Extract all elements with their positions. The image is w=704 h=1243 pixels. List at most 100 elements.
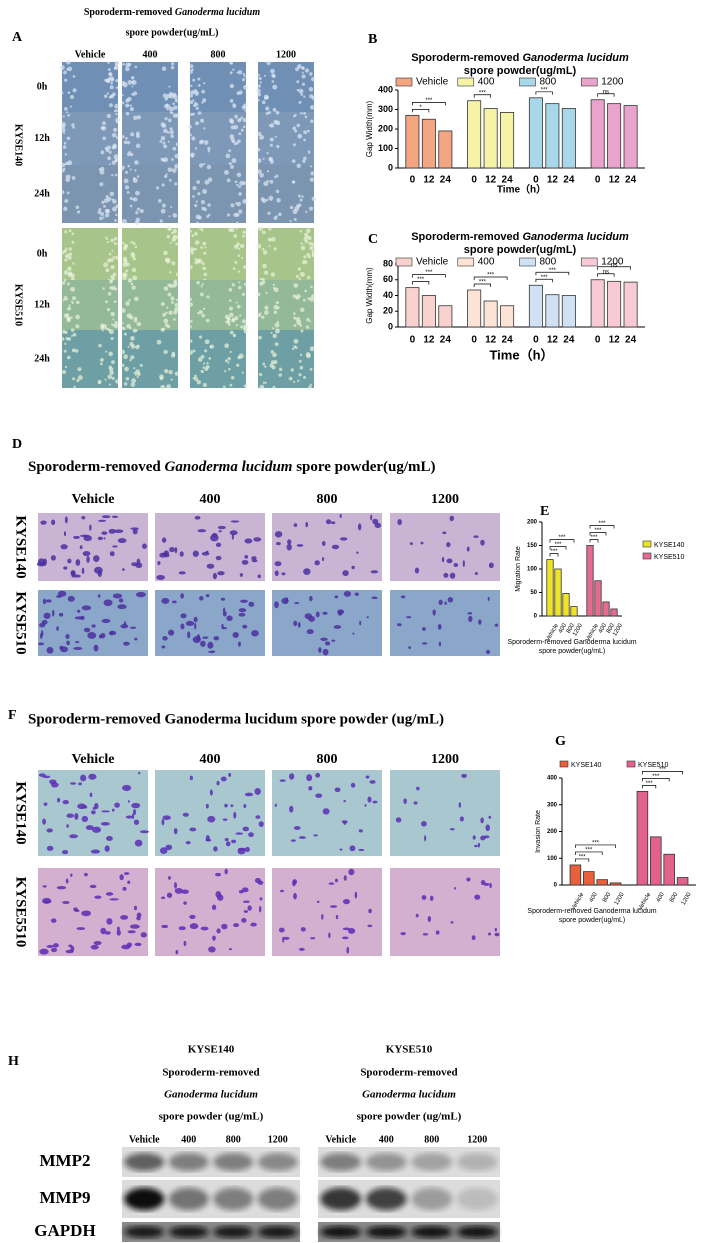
cell-texture <box>266 179 270 183</box>
stained-cell <box>212 572 217 580</box>
cell-texture <box>131 267 137 273</box>
stained-cell <box>109 898 119 901</box>
cell-texture <box>196 379 202 385</box>
cell-texture <box>159 219 163 223</box>
cell-texture <box>105 268 110 273</box>
cell-texture <box>268 227 272 231</box>
stained-cell <box>178 571 186 575</box>
cell-texture <box>134 296 139 302</box>
cell-texture <box>297 267 302 271</box>
cell-texture <box>63 167 66 170</box>
stained-cell <box>347 928 356 934</box>
cell-texture <box>195 200 198 203</box>
bar <box>607 103 622 169</box>
protein-label: MMP9 <box>40 1188 91 1207</box>
cell-texture <box>131 241 134 244</box>
cell-texture <box>292 143 296 147</box>
stained-cell <box>97 519 107 522</box>
legend-label: 800 <box>540 77 557 88</box>
cell-texture <box>295 274 299 279</box>
cell-texture <box>192 78 196 82</box>
cell-texture <box>123 178 129 184</box>
cell-texture <box>134 373 138 376</box>
legend-swatch <box>395 257 413 267</box>
x-tick-label: 12 <box>423 335 435 346</box>
stained-cell <box>408 646 412 650</box>
x-tick-label: 24 <box>502 335 514 346</box>
stained-cell <box>166 892 173 898</box>
cell-line-label: KYSE510 <box>386 1044 433 1056</box>
stained-cell <box>371 596 378 600</box>
stained-cell <box>442 531 447 535</box>
cell-texture <box>201 283 204 286</box>
cell-texture <box>132 275 138 281</box>
cell-texture <box>127 80 133 85</box>
stained-cell <box>289 773 295 780</box>
cell-texture <box>299 353 303 357</box>
stained-cell <box>293 523 298 527</box>
cell-texture <box>202 307 206 310</box>
stained-cell <box>242 826 249 832</box>
cell-texture <box>236 363 240 367</box>
stained-cell <box>238 608 247 613</box>
cell-texture <box>174 282 178 286</box>
cell-texture <box>174 98 179 103</box>
cell-texture <box>128 151 132 154</box>
stained-cell <box>66 813 74 818</box>
stained-cell <box>97 594 101 598</box>
legend-swatch <box>642 552 652 560</box>
stained-cell <box>74 909 80 912</box>
cell-texture <box>198 335 203 339</box>
cell-texture <box>110 81 113 85</box>
y-tick-label: 300 <box>378 104 393 114</box>
cell-texture <box>202 241 207 246</box>
cell-texture <box>290 368 294 372</box>
x-tick-label: 800 <box>606 622 617 634</box>
stained-cell <box>314 560 320 566</box>
cell-texture <box>228 367 231 371</box>
y-axis-label: Gap Width(mm) <box>365 100 374 157</box>
cell-texture <box>195 214 201 220</box>
cell-texture <box>134 65 138 69</box>
cell-texture <box>103 198 109 204</box>
cell-texture <box>306 317 310 322</box>
stained-cell <box>81 515 86 520</box>
y-tick-label: 300 <box>547 802 558 808</box>
stained-cell <box>488 815 492 819</box>
cell-texture <box>128 298 131 302</box>
stained-cell <box>51 519 56 526</box>
legend-label: Vehicle <box>416 257 449 268</box>
row-label: KYSE140 <box>13 515 29 578</box>
cell-texture <box>106 92 110 95</box>
stained-cell <box>91 624 96 628</box>
cell-texture <box>63 107 68 111</box>
stained-cell <box>247 905 252 911</box>
cell-texture <box>105 350 108 353</box>
blot-band <box>411 1187 453 1211</box>
stained-cell <box>174 887 184 894</box>
significance-bracket <box>535 278 553 283</box>
cell-texture <box>257 158 262 163</box>
cell-texture <box>173 105 178 110</box>
stained-cell <box>209 789 213 796</box>
stained-cell <box>187 631 191 639</box>
cell-texture <box>125 185 130 190</box>
cell-texture <box>104 236 108 239</box>
cell-line-label: KYSE140 <box>13 124 24 166</box>
y-tick-label: 400 <box>378 84 393 94</box>
cell-texture <box>131 85 134 88</box>
cell-texture <box>261 247 265 251</box>
cell-texture <box>274 322 280 328</box>
blot-band <box>257 1226 298 1238</box>
cell-texture <box>99 182 104 187</box>
stained-cell <box>70 782 77 785</box>
cell-texture <box>130 282 134 286</box>
legend-swatch <box>580 77 598 87</box>
stained-cell <box>121 944 131 950</box>
cell-texture <box>309 367 313 371</box>
cell-texture <box>65 247 68 250</box>
blot-band <box>320 1153 362 1171</box>
stained-cell <box>330 521 336 525</box>
stained-cell <box>333 625 342 629</box>
cell-texture <box>100 362 103 366</box>
